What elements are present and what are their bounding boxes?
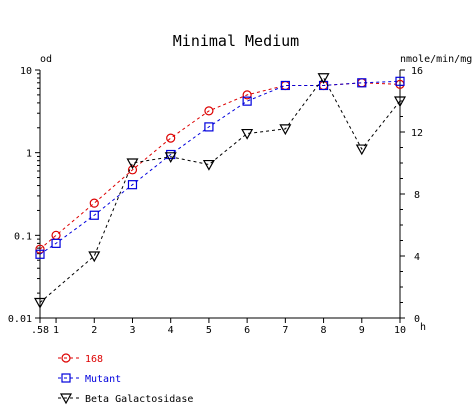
data-point [357, 78, 367, 88]
series-line [39, 82, 401, 250]
data-point [164, 152, 177, 164]
data-point [242, 90, 252, 100]
y-right-tick-label: 8 [414, 190, 420, 201]
series-2 [33, 73, 407, 309]
legend: 168 Mutant Beta Galactosidase [58, 353, 193, 405]
data-point [355, 144, 368, 156]
data-point [88, 251, 101, 263]
x-tick-label: 1 [53, 325, 59, 336]
y-axis-left-label: od [40, 54, 52, 65]
data-point [242, 96, 252, 106]
series-1 [35, 76, 405, 259]
series-line [39, 80, 401, 255]
legend-item: 168 [58, 353, 103, 365]
legend-marker [59, 393, 73, 405]
legend-marker [61, 353, 71, 363]
data-point [279, 124, 292, 136]
x-tick-label: 4 [168, 325, 174, 336]
y-left-tick-label: 0.01 [8, 314, 32, 325]
x-tick-label: 2 [91, 325, 97, 336]
x-tick-label: 8 [321, 325, 327, 336]
data-point [202, 159, 215, 171]
data-point [127, 165, 138, 175]
series-0 [35, 78, 405, 254]
y-right-tick-label: 0 [414, 314, 420, 325]
data-point [33, 297, 47, 309]
y-right-tick-label: 4 [414, 252, 420, 263]
legend-label: 168 [85, 354, 103, 365]
data-point [395, 76, 405, 86]
y-right-tick-label: 16 [411, 66, 423, 77]
data-point [89, 210, 99, 220]
x-tick-label: 5 [206, 325, 212, 336]
x-tick-label: 3 [129, 325, 135, 336]
legend-item: Beta Galactosidase [58, 393, 193, 405]
data-point [35, 244, 45, 254]
data-point [204, 122, 214, 132]
series-group [33, 73, 407, 309]
data-point [166, 133, 176, 143]
y-right-tick-label: 12 [411, 128, 423, 139]
x-axis-label: h [420, 322, 426, 333]
chart-title: Minimal Medium [173, 32, 299, 50]
x-tick-label: .58 [31, 325, 49, 336]
data-point [127, 180, 138, 190]
legend-marker [61, 373, 71, 383]
data-point [51, 230, 61, 240]
legend-item: Mutant [58, 373, 121, 385]
data-point [317, 73, 330, 84]
x-tick-label: 10 [394, 325, 406, 336]
x-tick-label: 7 [282, 325, 288, 336]
data-point [89, 198, 99, 208]
y-left-tick-label: 0.1 [14, 231, 32, 242]
x-tick-label: 6 [244, 325, 250, 336]
x-tick-label: 9 [359, 325, 365, 336]
data-point [280, 80, 290, 91]
data-point [51, 238, 61, 248]
y-left-tick-label: 10 [20, 66, 32, 77]
data-point [35, 249, 45, 259]
series-line [39, 76, 401, 303]
data-point [241, 128, 254, 140]
legend-label: Mutant [85, 374, 121, 385]
y-axis-right-label: nmole/min/mg [400, 54, 472, 65]
legend-label: Beta Galactosidase [85, 394, 193, 405]
data-point [204, 106, 214, 116]
y-left-tick-label: 1 [26, 149, 32, 160]
data-point [126, 158, 139, 170]
data-point [393, 96, 407, 108]
